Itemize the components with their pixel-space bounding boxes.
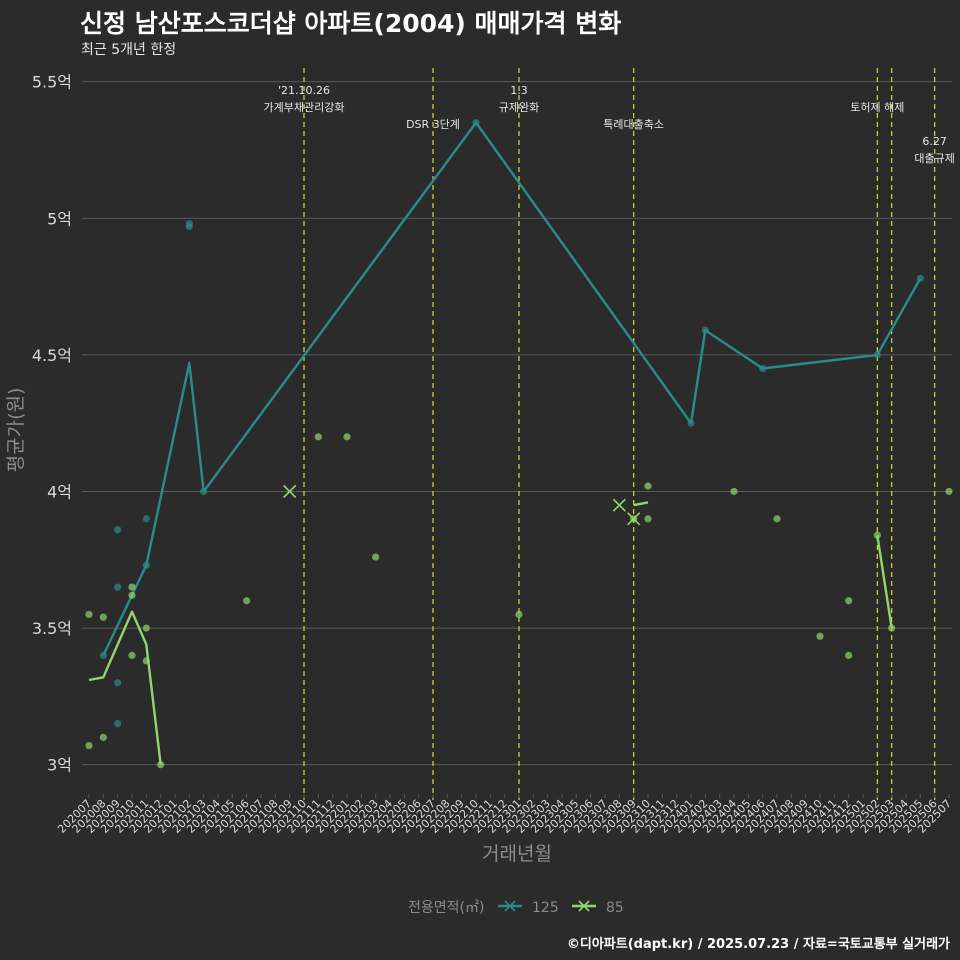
series-segment [633,501,649,507]
data-point [128,651,136,659]
data-point [873,531,881,539]
chart-title: 신정 남산포스코더샵 아파트(2004) 매매가격 변화 [80,9,622,38]
event-label: '21.10.26 [278,84,330,97]
data-point [114,583,122,591]
data-point [515,610,523,619]
event-label: 1.3 [510,84,528,97]
data-point [142,515,150,523]
y-axis-title: 평균가(원) [5,388,27,473]
data-point [85,610,93,619]
cross-marker [627,512,641,526]
data-point [372,553,380,561]
data-point [142,624,150,632]
data-point [644,482,652,490]
data-point [114,720,122,728]
event-label: 6.27 [922,135,947,148]
y-tick-label: 4.5억 [32,346,72,365]
chart-subtitle: 최근 5개년 한정 [81,42,177,58]
data-point [845,597,853,605]
data-point [99,613,107,621]
data-point [343,433,351,441]
data-point [114,679,122,687]
data-point [773,515,781,523]
series-line [88,610,162,765]
series-segment [876,535,893,629]
data-point [314,433,322,441]
data-point [730,487,738,496]
data-point [114,526,122,534]
legend-swatch-marker [504,900,516,912]
y-tick-label: 5.5억 [32,73,72,92]
data-point [128,591,136,599]
data-point [816,632,824,640]
event-label: DSR 3단계 [406,118,460,131]
data-point [845,651,853,659]
event-label: 규제완화 [499,101,539,114]
data-point [128,583,136,591]
y-tick-label: 3억 [47,756,72,775]
cross-marker [283,484,297,499]
legend-label: 125 [532,900,559,916]
y-tick-label: 5억 [47,209,72,228]
event-label: 토허제 해제 [850,100,904,114]
event-label: 대출규제 [914,152,954,165]
source-caption: ©디아파트(dapt.kr) / 2025.07.23 / 자료=국토교통부 실… [566,937,950,952]
x-axis-title: 거래년월 [482,843,552,865]
data-point [185,222,193,231]
legend-label: 85 [606,900,624,916]
series-line [102,121,922,656]
y-tick-label: 4억 [47,482,72,501]
legend-swatch-marker [578,900,590,912]
event-label: 가계부채관리강화 [264,101,345,114]
cross-marker [612,498,626,512]
data-point [99,733,107,741]
data-point [85,741,93,750]
y-tick-label: 3.5억 [32,619,72,638]
data-point [243,597,251,605]
data-point [644,515,652,523]
event-label: 특례대출축소 [603,118,664,131]
legend-title: 전용면적(㎡) [408,900,484,916]
data-point [945,487,953,496]
